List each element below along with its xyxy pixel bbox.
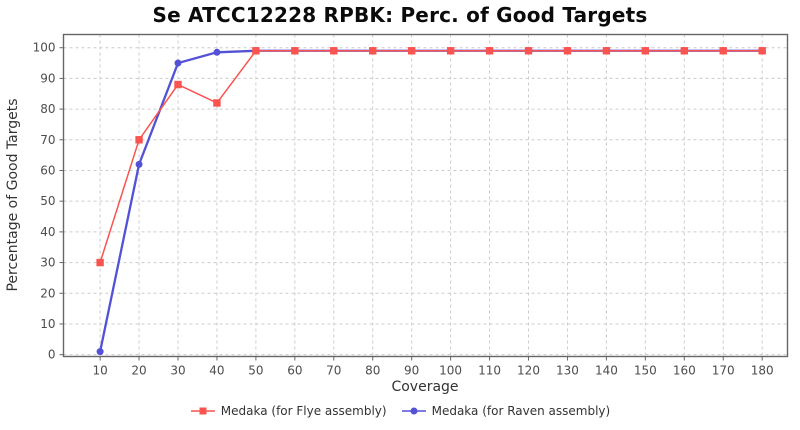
x-tick-label: 30 bbox=[170, 364, 185, 378]
x-tick-label: 20 bbox=[131, 364, 146, 378]
axis-ticks bbox=[59, 47, 763, 361]
x-tick-label: 180 bbox=[751, 364, 774, 378]
y-tick-label: 90 bbox=[40, 71, 55, 85]
data-point-marker bbox=[96, 348, 104, 356]
y-tick-label: 60 bbox=[40, 163, 55, 177]
data-point-marker bbox=[563, 47, 572, 55]
chart-title: Se ATCC12228 RPBK: Perc. of Good Targets bbox=[152, 3, 648, 27]
legend: Medaka (for Flye assembly) Medaka (for R… bbox=[0, 404, 800, 418]
data-point-marker bbox=[135, 160, 143, 168]
y-axis-label: Percentage of Good Targets bbox=[5, 98, 21, 292]
x-tick-label: 120 bbox=[517, 364, 540, 378]
data-point-marker bbox=[524, 47, 533, 55]
data-point-marker bbox=[135, 136, 143, 144]
data-point-marker bbox=[407, 47, 416, 55]
x-tick-label: 150 bbox=[634, 364, 657, 378]
y-tick-label: 30 bbox=[40, 256, 55, 270]
raven-series-marker-icon bbox=[401, 407, 426, 415]
data-point-marker bbox=[252, 47, 260, 55]
x-tick-label: 60 bbox=[287, 364, 302, 378]
data-point-marker bbox=[446, 47, 455, 55]
y-tick-label: 100 bbox=[33, 41, 56, 55]
x-tick-label: 140 bbox=[595, 364, 618, 378]
x-tick-label: 80 bbox=[365, 364, 380, 378]
plot-border bbox=[62, 33, 789, 358]
series-line bbox=[99, 50, 763, 263]
data-point-marker bbox=[641, 47, 650, 55]
y-tick-label: 10 bbox=[40, 317, 55, 331]
gridlines bbox=[63, 34, 788, 357]
data-point-marker bbox=[602, 47, 611, 55]
data-point-marker bbox=[213, 48, 221, 56]
x-tick-label: 50 bbox=[248, 364, 263, 378]
series-flye bbox=[96, 47, 766, 267]
data-point-marker bbox=[174, 59, 182, 67]
x-tick-label: 10 bbox=[92, 364, 107, 378]
x-tick-label: 160 bbox=[673, 364, 696, 378]
data-point-marker bbox=[369, 47, 377, 55]
y-tick-label: 40 bbox=[40, 225, 55, 239]
legend-label-flye: Medaka (for Flye assembly) bbox=[220, 404, 387, 418]
y-tick-label: 80 bbox=[40, 102, 55, 116]
data-point-marker bbox=[96, 258, 104, 267]
y-tick-label: 50 bbox=[40, 194, 55, 208]
x-tick-label: 100 bbox=[439, 364, 462, 378]
x-tick-label: 110 bbox=[478, 364, 501, 378]
flye-series-marker-icon bbox=[190, 407, 215, 415]
x-tick-label: 70 bbox=[326, 364, 341, 378]
data-point-marker bbox=[174, 80, 182, 89]
x-tick-label: 40 bbox=[209, 364, 224, 378]
legend-item-raven: Medaka (for Raven assembly) bbox=[401, 404, 611, 418]
x-tick-label: 130 bbox=[556, 364, 579, 378]
x-tick-label: 170 bbox=[712, 364, 735, 378]
data-point-marker bbox=[485, 47, 494, 55]
y-tick-label: 70 bbox=[40, 133, 55, 147]
data-point-marker bbox=[758, 47, 766, 55]
data-point-marker bbox=[330, 47, 338, 55]
data-point-marker bbox=[680, 47, 688, 55]
y-tick-label: 0 bbox=[48, 348, 56, 362]
tick-labels: 10 20 30 40 50 60 70 80 90 100 110 120 130 140 150 160 1… bbox=[33, 41, 774, 378]
data-point-marker bbox=[291, 47, 299, 55]
legend-item-flye: Medaka (for Flye assembly) bbox=[190, 404, 387, 418]
y-tick-label: 20 bbox=[40, 286, 55, 300]
x-axis-label: Coverage bbox=[391, 379, 459, 395]
x-tick-label: 90 bbox=[404, 364, 419, 378]
legend-label-raven: Medaka (for Raven assembly) bbox=[431, 404, 611, 418]
data-point-marker bbox=[213, 99, 221, 107]
data-point-marker bbox=[719, 47, 727, 55]
